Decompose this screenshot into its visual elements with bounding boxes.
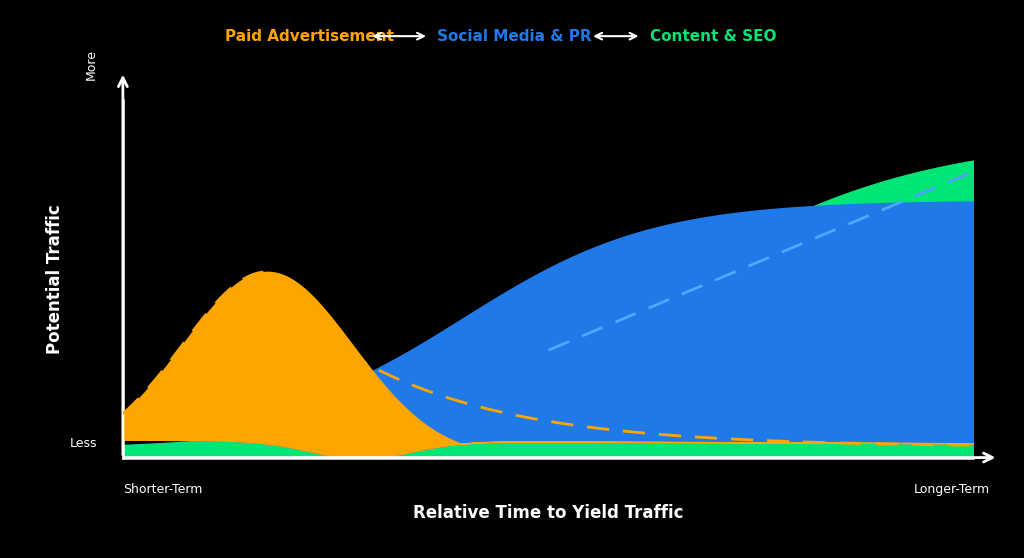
Text: More: More [84,49,97,80]
Text: Paid Advertisement: Paid Advertisement [225,28,394,44]
Text: Less: Less [70,437,97,450]
Text: Shorter-Term: Shorter-Term [123,483,203,496]
Text: Longer-Term: Longer-Term [913,483,990,496]
Text: Content & SEO: Content & SEO [650,28,776,44]
Text: Potential Traffic: Potential Traffic [46,204,63,354]
Text: Relative Time to Yield Traffic: Relative Time to Yield Traffic [413,504,683,522]
Text: Social Media & PR: Social Media & PR [437,28,592,44]
